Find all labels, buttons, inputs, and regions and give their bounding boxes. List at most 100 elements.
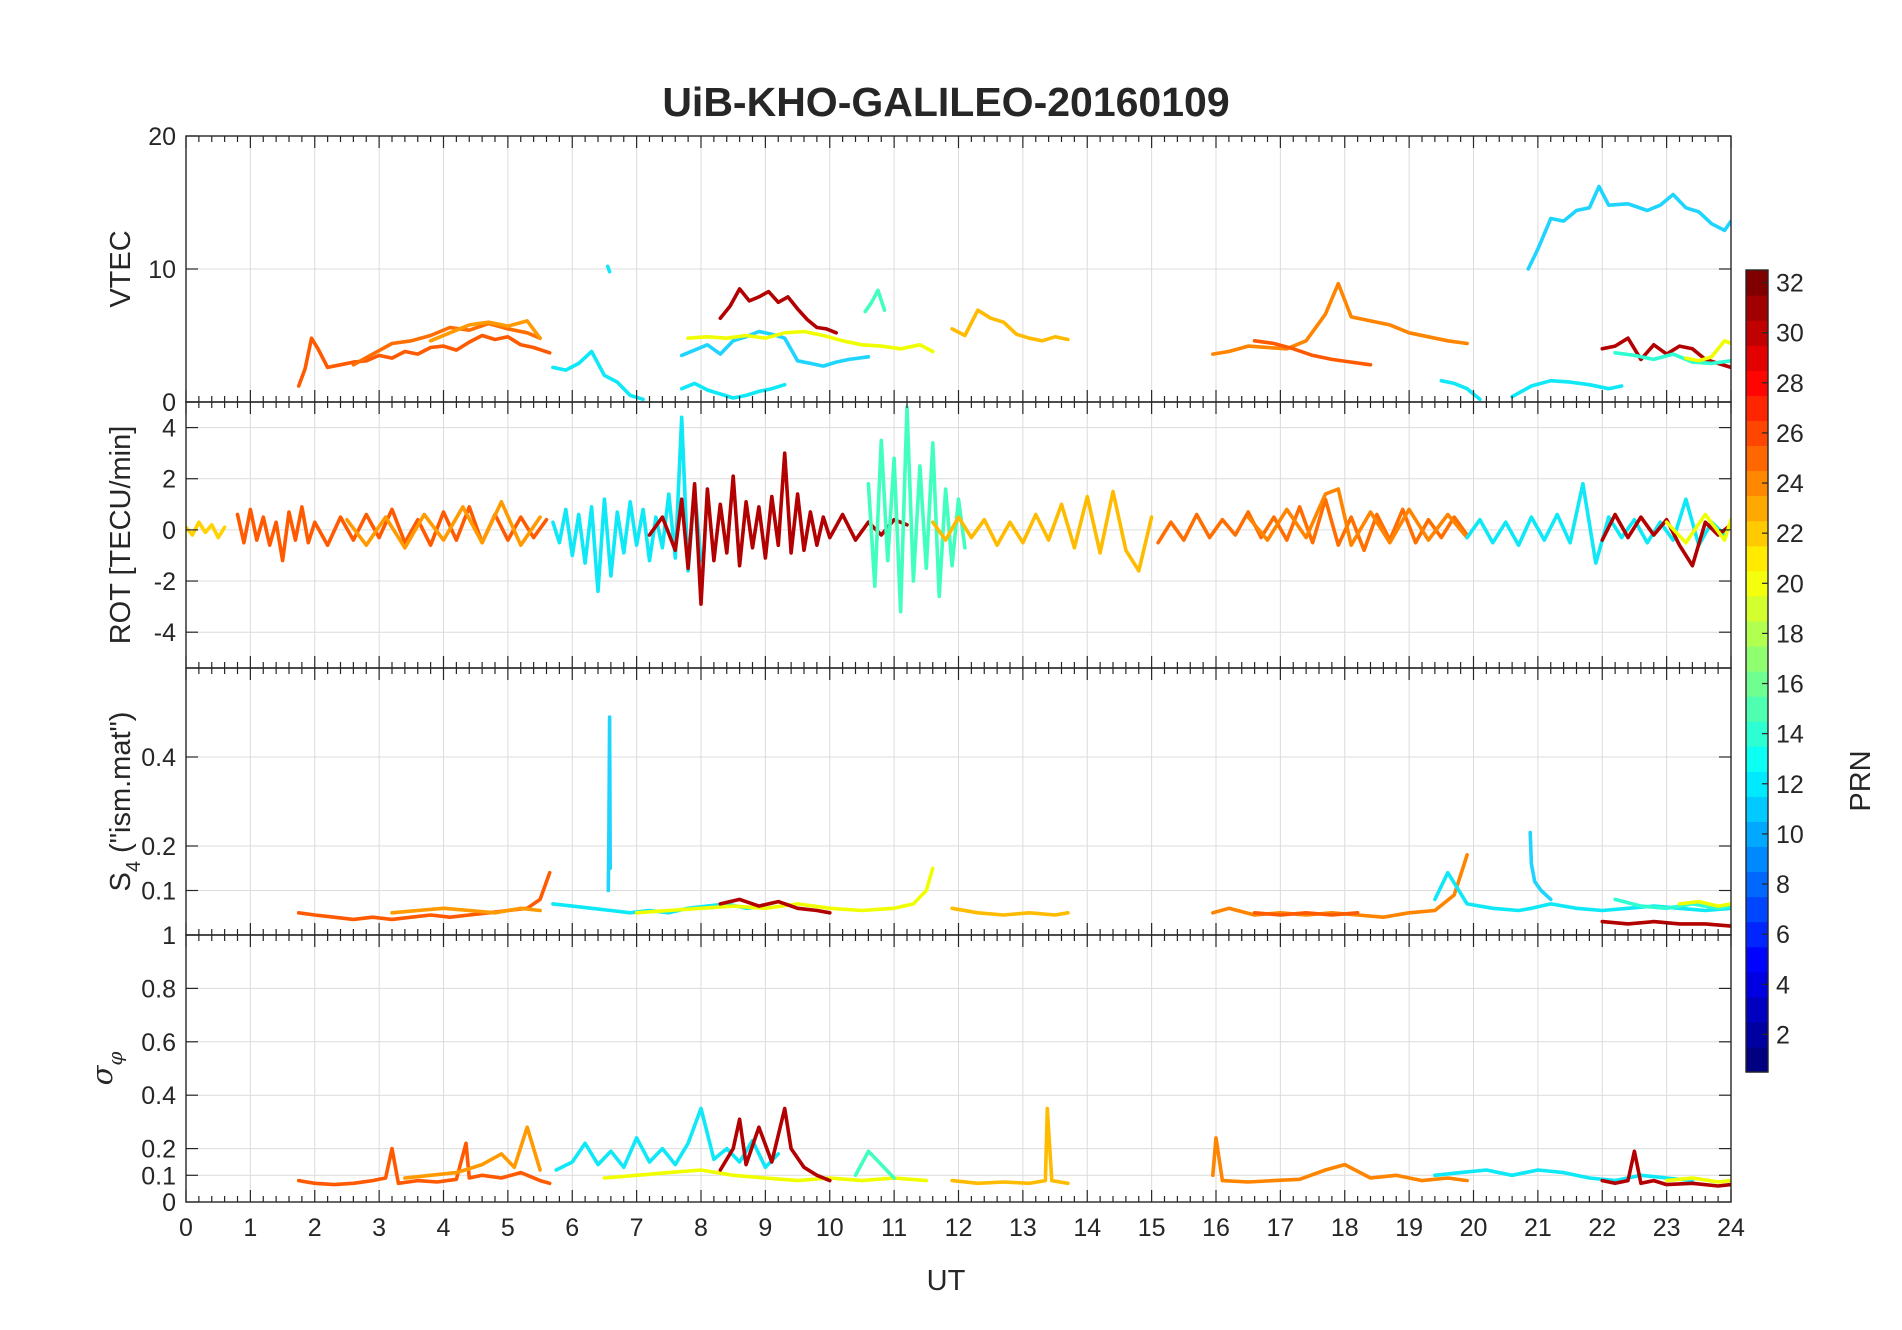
x-tick-label: 9 <box>758 1214 772 1242</box>
series-line-prn-24 <box>1246 487 1469 548</box>
y-tick-label: 0.6 <box>141 1029 176 1057</box>
y-tick-label: 4 <box>162 415 176 443</box>
x-tick-label: 4 <box>437 1214 451 1242</box>
x-tick-label: 1 <box>243 1214 257 1242</box>
colorbar-segment <box>1746 470 1768 497</box>
series-line-prn-31 <box>718 897 832 915</box>
series-line-prn-19 <box>1677 899 1731 908</box>
colorbar-segment <box>1746 495 1768 522</box>
x-tick-label: 10 <box>816 1214 844 1242</box>
series-line-prn-25 <box>1156 497 1469 553</box>
y-tick-label: 0 <box>162 389 176 417</box>
colorbar-tick-label: 22 <box>1776 520 1804 548</box>
series-line-prn-15 <box>853 1149 896 1180</box>
x-tick-label: 0 <box>179 1214 193 1242</box>
x-tick-label: 18 <box>1331 1214 1359 1242</box>
series-line-prn-15 <box>866 405 967 614</box>
x-tick-label: 23 <box>1653 1214 1681 1242</box>
x-tick-label: 13 <box>1009 1214 1037 1242</box>
series-line-prn-31 <box>718 1106 832 1183</box>
series-line-prn-19 <box>1664 512 1731 545</box>
series-line-prn-14 <box>1613 897 1731 911</box>
series-line-prn-19 <box>1664 1176 1731 1184</box>
x-tick-label: 14 <box>1073 1214 1101 1242</box>
colorbar-tick-label: 28 <box>1776 370 1804 398</box>
y-tick-label: 10 <box>148 256 176 284</box>
y-tick-label: 0.2 <box>141 833 176 861</box>
colorbar-segment <box>1746 420 1768 447</box>
series-line-prn-26 <box>296 1141 552 1187</box>
series-line-prn-26 <box>1252 338 1373 367</box>
x-tick-label: 8 <box>694 1214 708 1242</box>
x-tick-label: 16 <box>1202 1214 1230 1242</box>
panel-s4: 0.1 0.2 0.4S4 ("ism.mat") <box>105 667 1732 936</box>
y-axis-label-rot: ROT [TECU/min] <box>105 426 137 645</box>
series-line-prn-12 <box>605 264 612 274</box>
y-axis-label-sigphi: σφ <box>85 1052 127 1086</box>
colorbar-segment <box>1746 370 1768 396</box>
colorbar-segment <box>1746 270 1768 296</box>
colorbar-segment <box>1746 320 1768 346</box>
series-line-prn-24 <box>1211 281 1469 356</box>
colorbar-segment <box>1746 620 1768 647</box>
colorbar-segment <box>1746 445 1768 472</box>
colorbar-tick-label: 30 <box>1776 320 1804 348</box>
y-tick-label: 0 <box>162 1189 176 1217</box>
x-tick-label: 22 <box>1588 1214 1616 1242</box>
x-tick-label: 5 <box>501 1214 515 1242</box>
colorbar-segment <box>1746 846 1768 873</box>
series-line-prn-11 <box>1526 184 1731 271</box>
colorbar-segment <box>1746 821 1768 848</box>
series-group <box>296 1106 1731 1188</box>
series-line-prn-11 <box>679 329 871 368</box>
colorbar-segment <box>1746 896 1768 923</box>
x-tick-label: 19 <box>1395 1214 1423 1242</box>
series-line-prn-22 <box>950 1106 1070 1186</box>
colorbar-segment <box>1746 545 1768 572</box>
series-line-prn-31 <box>1600 919 1731 928</box>
colorbar-tick-label: 12 <box>1776 771 1804 799</box>
series-line-prn-23 <box>428 319 542 343</box>
series-group <box>296 715 1731 928</box>
series-line-prn-19 <box>1684 338 1731 363</box>
series-group <box>296 184 1731 402</box>
x-tick-label: 24 <box>1717 1214 1745 1242</box>
y-axis-label-s4: S4 ("ism.mat") <box>105 712 145 892</box>
panel-sigphi: 00.10.2 0.4 0.6 0.8 1 σφ <box>85 922 1732 1217</box>
colorbar-segment <box>1746 671 1768 697</box>
colorbar-label: PRN <box>1845 750 1877 811</box>
colorbar-tick-label: 6 <box>1776 921 1790 949</box>
colorbar-tick-label: 2 <box>1776 1021 1790 1049</box>
x-tick-label: 2 <box>308 1214 322 1242</box>
colorbar-tick-label: 20 <box>1776 570 1804 598</box>
series-line-prn-23 <box>390 906 542 915</box>
x-tick-label: 20 <box>1460 1214 1488 1242</box>
x-axis-label: UT <box>927 1265 966 1297</box>
series-line-prn-22 <box>950 906 1070 917</box>
y-tick-label: 0.4 <box>141 744 176 772</box>
series-line-prn-19 <box>686 329 935 354</box>
y-tick-label: -2 <box>154 568 176 596</box>
series-line-prn-31 <box>647 451 909 606</box>
y-tick-label: 0.1 <box>141 878 176 906</box>
y-tick-label: 0.1 <box>141 1162 176 1190</box>
series-line-prn-26 <box>1252 910 1360 917</box>
x-tick-label: 7 <box>630 1214 644 1242</box>
colorbar-tick-label: 24 <box>1776 470 1804 498</box>
colorbar-tick-label: 14 <box>1776 721 1804 749</box>
series-line-prn-26 <box>296 870 552 922</box>
series-line-prn-31 <box>1600 1149 1731 1188</box>
series-line-prn-23 <box>345 499 542 550</box>
colorbar-segment <box>1746 771 1768 797</box>
colorbar-tick-label: 4 <box>1776 971 1790 999</box>
colorbar-segment <box>1746 996 1768 1023</box>
panel-vtec: 0 10 20 VTEC <box>105 123 1732 417</box>
y-tick-label: 20 <box>148 123 176 151</box>
series-line-prn-15 <box>863 288 887 314</box>
series-line-prn-24 <box>1211 1136 1469 1184</box>
y-axis-label-vtec: VTEC <box>105 230 137 307</box>
x-tick-label: 15 <box>1138 1214 1166 1242</box>
colorbar-segment <box>1746 395 1768 421</box>
